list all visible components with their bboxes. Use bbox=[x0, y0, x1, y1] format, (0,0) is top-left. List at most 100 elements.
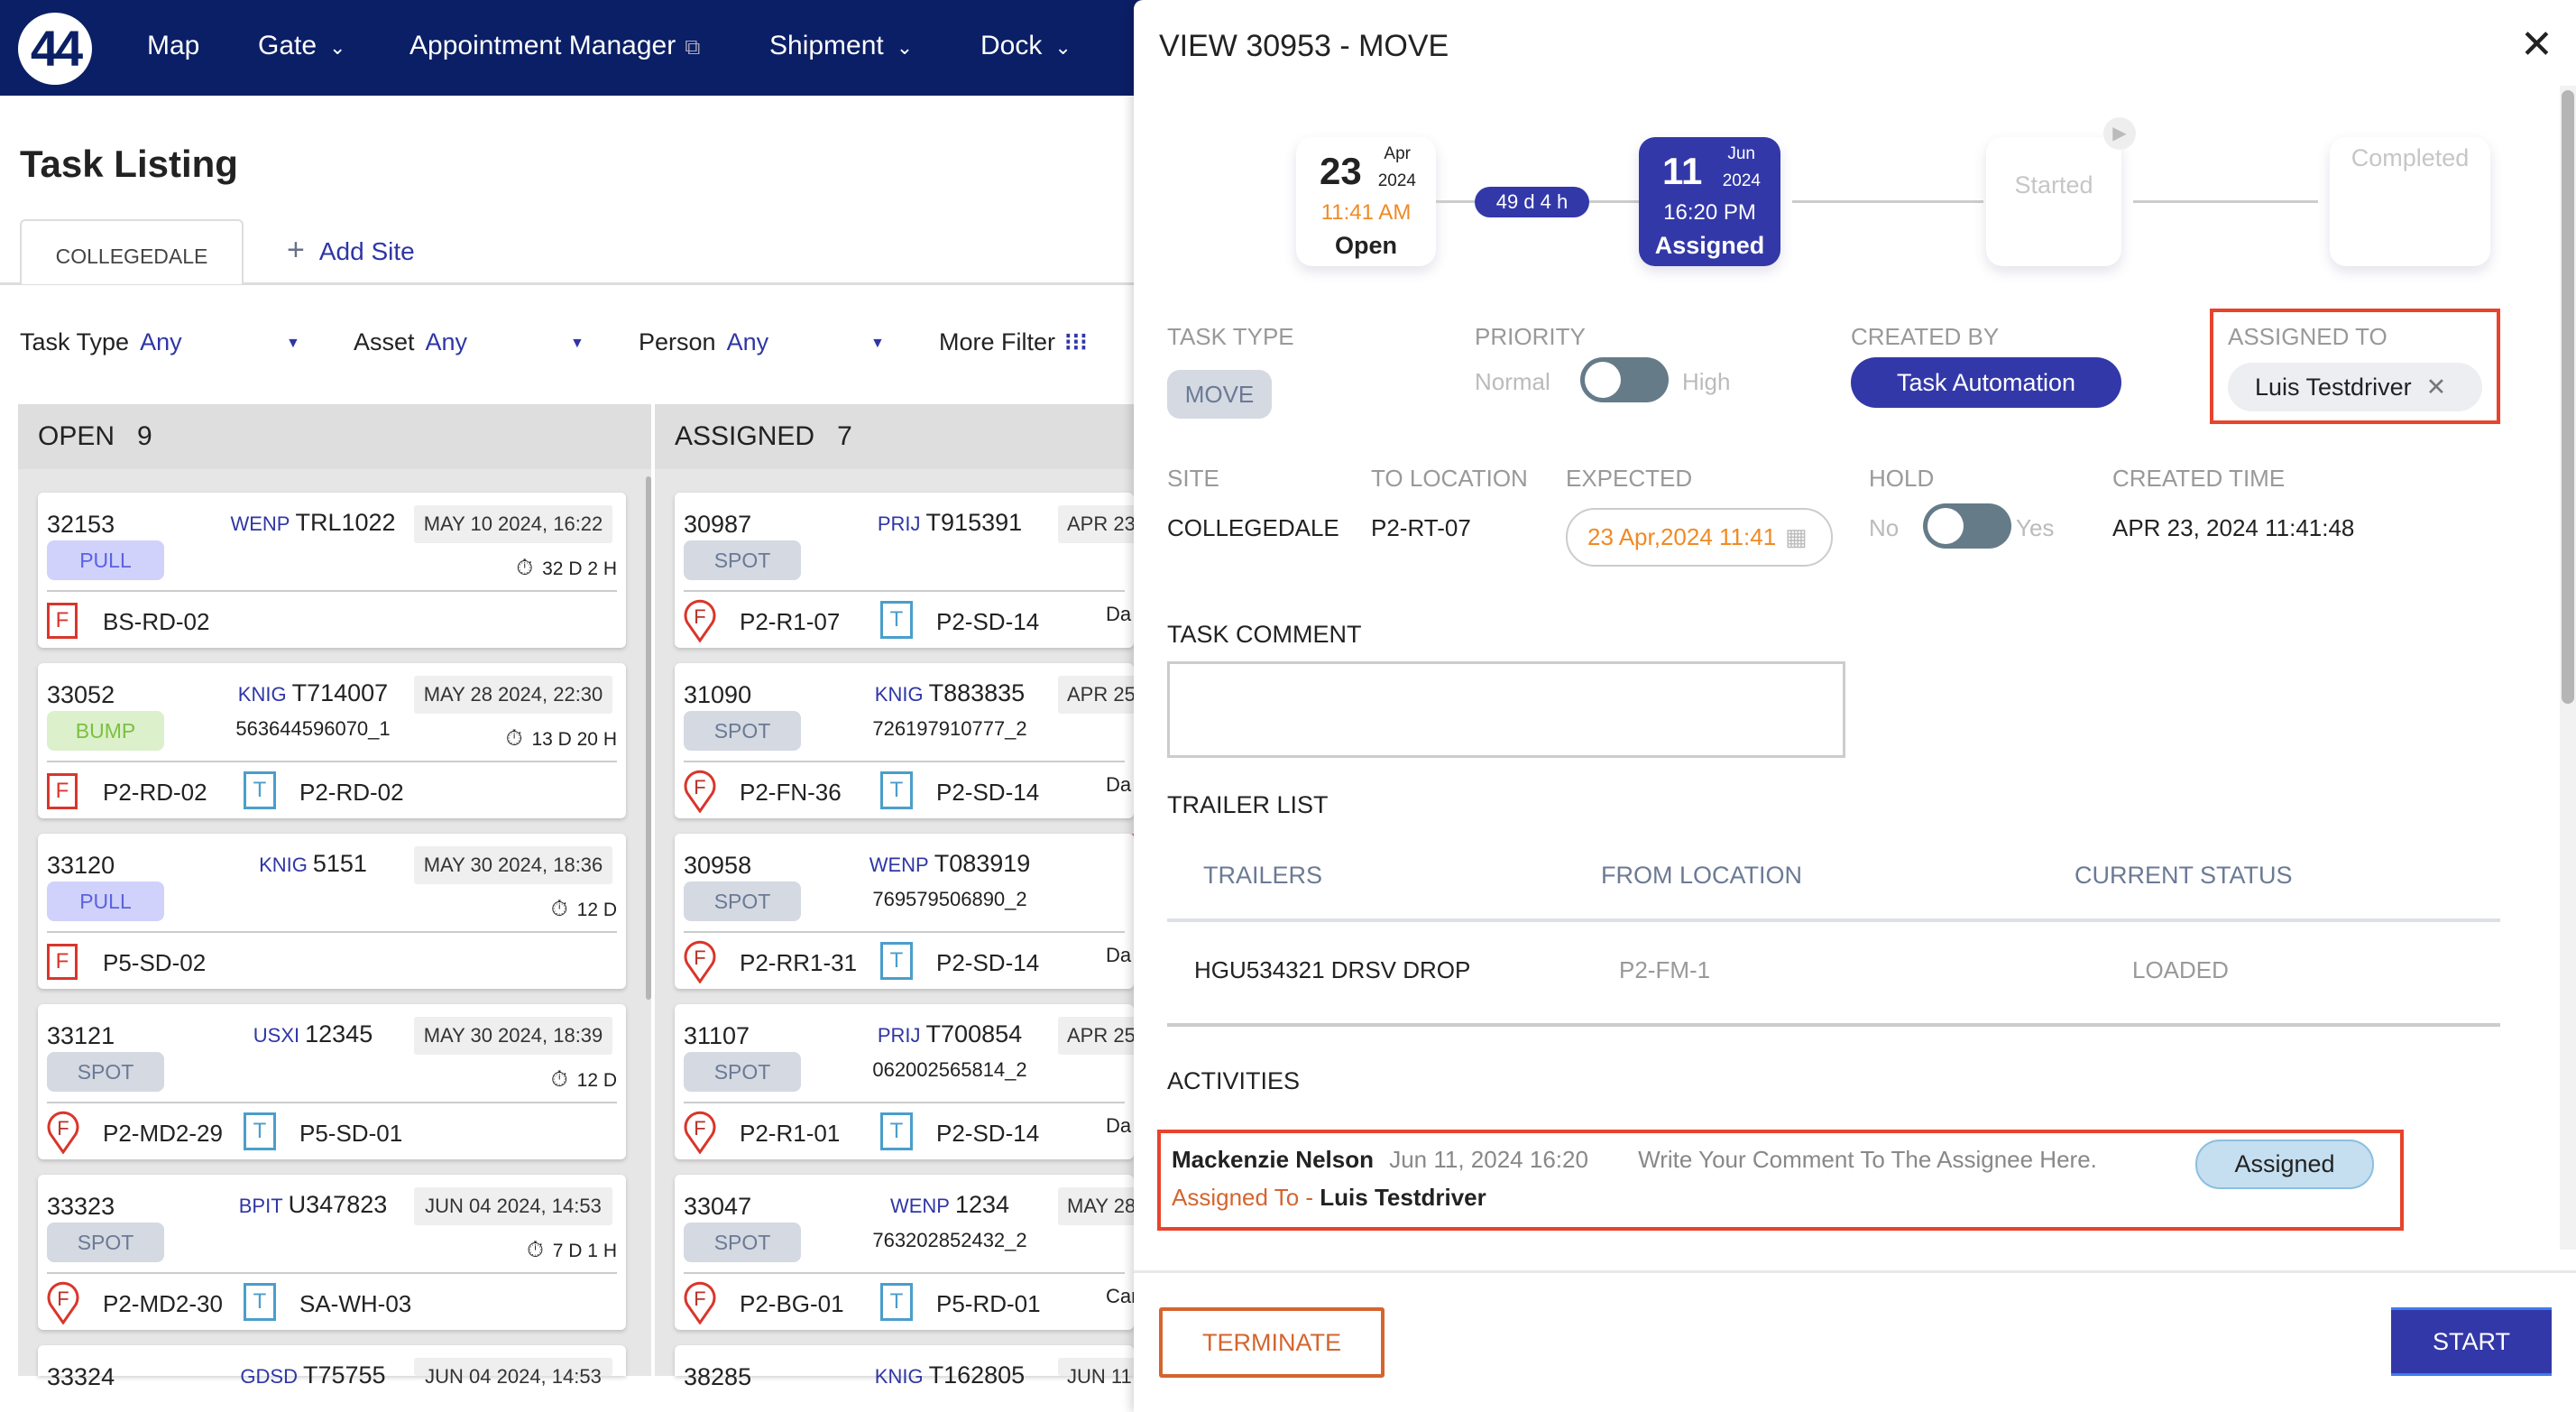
filter-label: Task Type bbox=[20, 328, 130, 355]
task-comment-input[interactable] bbox=[1167, 661, 1845, 758]
trailer-code: GDSD T75755 bbox=[173, 1361, 453, 1389]
priority-high-label: High bbox=[1682, 368, 1731, 395]
th-current-status: CURRENT STATUS bbox=[2075, 862, 2293, 889]
filter-task-type[interactable]: Task Type Any ▼ bbox=[20, 328, 308, 356]
filter-person[interactable]: Person Any ▼ bbox=[639, 328, 891, 356]
task-comment-label: TASK COMMENT bbox=[1167, 621, 1362, 648]
task-date: JUN 04 2024, 14:53 bbox=[414, 1358, 612, 1388]
nav-shipment[interactable]: Shipment ⌄ bbox=[769, 31, 913, 61]
more-filter-button[interactable]: More Filter ⁝⁝⁝ bbox=[939, 328, 1088, 356]
to-location-value: P2-RT-07 bbox=[1371, 514, 1471, 541]
activity-status-badge: Assigned bbox=[2195, 1140, 2374, 1189]
hold-toggle[interactable] bbox=[1923, 503, 2011, 549]
task-card[interactable]: 33047 WENP 1234 763202852432_2 MAY 28 SPOT F P2… bbox=[675, 1175, 1166, 1330]
expected-date-input[interactable]: 23 Apr,2024 11:41 ▦ bbox=[1566, 508, 1833, 567]
card-extra-info: Da bbox=[1106, 944, 1132, 966]
carrier-code: PRIJ bbox=[877, 1024, 921, 1047]
task-card[interactable]: 33052 KNIG T714007 563644596070_1 MAY 28 202… bbox=[38, 663, 626, 818]
task-card[interactable]: 32153 WENP TRL1022 MAY 10 2024, 16:22 PULL ⏱ 3… bbox=[38, 493, 626, 648]
svg-text:F: F bbox=[57, 1117, 69, 1140]
add-site-label: Add Site bbox=[318, 237, 415, 265]
shipment-ref: 763202852432_2 bbox=[872, 1229, 1027, 1251]
task-type-badge: SPOT bbox=[684, 1223, 801, 1262]
trailer-code: KNIG T883835 bbox=[810, 679, 1090, 707]
nav-appointment-manager[interactable]: Appointment Manager ⧉ bbox=[409, 31, 700, 61]
carrier-code: BPIT bbox=[238, 1195, 283, 1217]
remove-icon[interactable]: ✕ bbox=[2425, 374, 2447, 401]
elapsed-value: 12 D bbox=[576, 900, 617, 920]
filter-asset[interactable]: Asset Any ▼ bbox=[354, 328, 588, 356]
panel-title: VIEW 30953 - MOVE bbox=[1159, 29, 1449, 63]
trailer-code: KNIG T714007 bbox=[173, 679, 453, 707]
task-card[interactable]: 31107 PRIJ T700854 062002565814_2 APR 25 SPOT… bbox=[675, 1004, 1166, 1159]
elapsed-value: 12 D bbox=[576, 1070, 617, 1091]
to-location: P2-SD-14 bbox=[936, 1120, 1040, 1147]
column-scrollbar[interactable] bbox=[646, 476, 651, 1000]
panel-scrollbar-thumb[interactable] bbox=[2562, 90, 2574, 704]
dropdown-arrow-icon: ▼ bbox=[286, 336, 300, 351]
step-connector bbox=[1792, 200, 1983, 203]
step-started: Started bbox=[1986, 137, 2121, 266]
svg-text:F: F bbox=[57, 1287, 69, 1310]
task-card[interactable]: 33120 KNIG 5151 MAY 30 2024, 18:36 PULL ⏱ 12 D… bbox=[38, 834, 626, 989]
trailer-cell: HGU534321 DRSV DROP bbox=[1194, 956, 1471, 983]
card-extra-info: Da bbox=[1106, 603, 1132, 625]
tab-collegedale[interactable]: COLLEGEDALE bbox=[20, 219, 244, 284]
nav-gate[interactable]: Gate ⌄ bbox=[258, 31, 345, 61]
task-id: 38285 bbox=[684, 1363, 752, 1390]
from-location: BS-RD-02 bbox=[103, 608, 210, 635]
nav-dock[interactable]: Dock ⌄ bbox=[980, 31, 1072, 61]
task-card[interactable]: 33121 USXI 12345 MAY 30 2024, 18:39 SPOT ⏱ 12 … bbox=[38, 1004, 626, 1159]
logo[interactable]: 44 bbox=[18, 13, 92, 85]
page-title: Task Listing bbox=[20, 143, 238, 185]
task-card[interactable]: 33324 GDSD T75755 JUN 04 2024, 14:53 bbox=[38, 1345, 626, 1390]
step-completed: Completed bbox=[2330, 137, 2490, 266]
task-card[interactable]: 30958 WENP T083919 769579506890_2 SPOT F P2-RR… bbox=[675, 834, 1161, 989]
filter-value: Any bbox=[726, 328, 769, 355]
task-card[interactable]: 33323 BPIT U347823 JUN 04 2024, 14:53 SPOT ⏱ 7… bbox=[38, 1175, 626, 1330]
elapsed-value: 13 D 20 H bbox=[531, 729, 617, 750]
trailer-list-label: TRAILER LIST bbox=[1167, 791, 1329, 818]
task-type-badge: SPOT bbox=[684, 881, 801, 921]
trailer-code: USXI 12345 bbox=[173, 1020, 453, 1048]
stopwatch-icon: ⏱ bbox=[516, 556, 534, 580]
step-year: 2024 bbox=[1377, 171, 1416, 190]
task-card[interactable]: 30987 PRIJ T915391 APR 23 SPOT F P2-R1-07 T P2-S… bbox=[675, 493, 1166, 648]
start-button[interactable]: START bbox=[2391, 1307, 2552, 1376]
task-type-badge: PULL bbox=[47, 540, 164, 580]
activity-highlight bbox=[1157, 1130, 2404, 1231]
task-type-badge: SPOT bbox=[684, 1052, 801, 1092]
task-type-label: TASK TYPE bbox=[1167, 323, 1294, 350]
step-label: Started bbox=[2014, 171, 2093, 198]
assigned-to-chip[interactable]: Luis Testdriver ✕ bbox=[2228, 363, 2482, 411]
svg-text:F: F bbox=[694, 1117, 705, 1140]
footer-divider bbox=[1134, 1270, 2576, 1273]
column-header-open: OPEN 9 bbox=[18, 404, 651, 469]
task-card[interactable]: 38285 KNIG T162805 JUN 11 bbox=[675, 1345, 1166, 1390]
card-divider bbox=[47, 1272, 617, 1274]
to-location: P2-SD-14 bbox=[936, 779, 1040, 806]
to-icon: T bbox=[880, 942, 913, 980]
to-location: P2-SD-14 bbox=[936, 608, 1040, 635]
filter-label: Asset bbox=[354, 328, 415, 355]
assigned-to-highlight bbox=[2210, 309, 2500, 424]
stopwatch-icon: ⏱ bbox=[550, 1067, 568, 1092]
calendar-icon[interactable]: ▦ bbox=[1785, 523, 1808, 550]
priority-toggle[interactable] bbox=[1580, 357, 1669, 402]
close-icon[interactable]: ✕ bbox=[2520, 23, 2553, 67]
terminate-button[interactable]: TERMINATE bbox=[1159, 1307, 1385, 1378]
elapsed-time: ⏱ 12 D bbox=[551, 1067, 617, 1093]
nav-map[interactable]: Map bbox=[147, 31, 199, 61]
elapsed-value: 32 D 2 H bbox=[542, 558, 617, 579]
from-location: P2-R1-01 bbox=[740, 1120, 841, 1147]
task-card[interactable]: 31090 KNIG T883835 726197910777_2 APR 25 SPOT… bbox=[675, 663, 1166, 818]
step-month: Apr bbox=[1384, 144, 1411, 163]
add-site-button[interactable]: + Add Site bbox=[287, 233, 415, 268]
th-from-location: FROM LOCATION bbox=[1601, 862, 1803, 889]
task-type-badge: SPOT bbox=[47, 1223, 164, 1262]
stopwatch-icon: ⏱ bbox=[527, 1238, 544, 1262]
trailer-code: WENP T083919 bbox=[810, 850, 1090, 878]
activity-assignment: Assigned To - Luis Testdriver bbox=[1172, 1184, 1486, 1212]
elapsed-time: ⏱ 32 D 2 H bbox=[516, 556, 617, 581]
task-date: JUN 04 2024, 14:53 bbox=[414, 1187, 612, 1225]
